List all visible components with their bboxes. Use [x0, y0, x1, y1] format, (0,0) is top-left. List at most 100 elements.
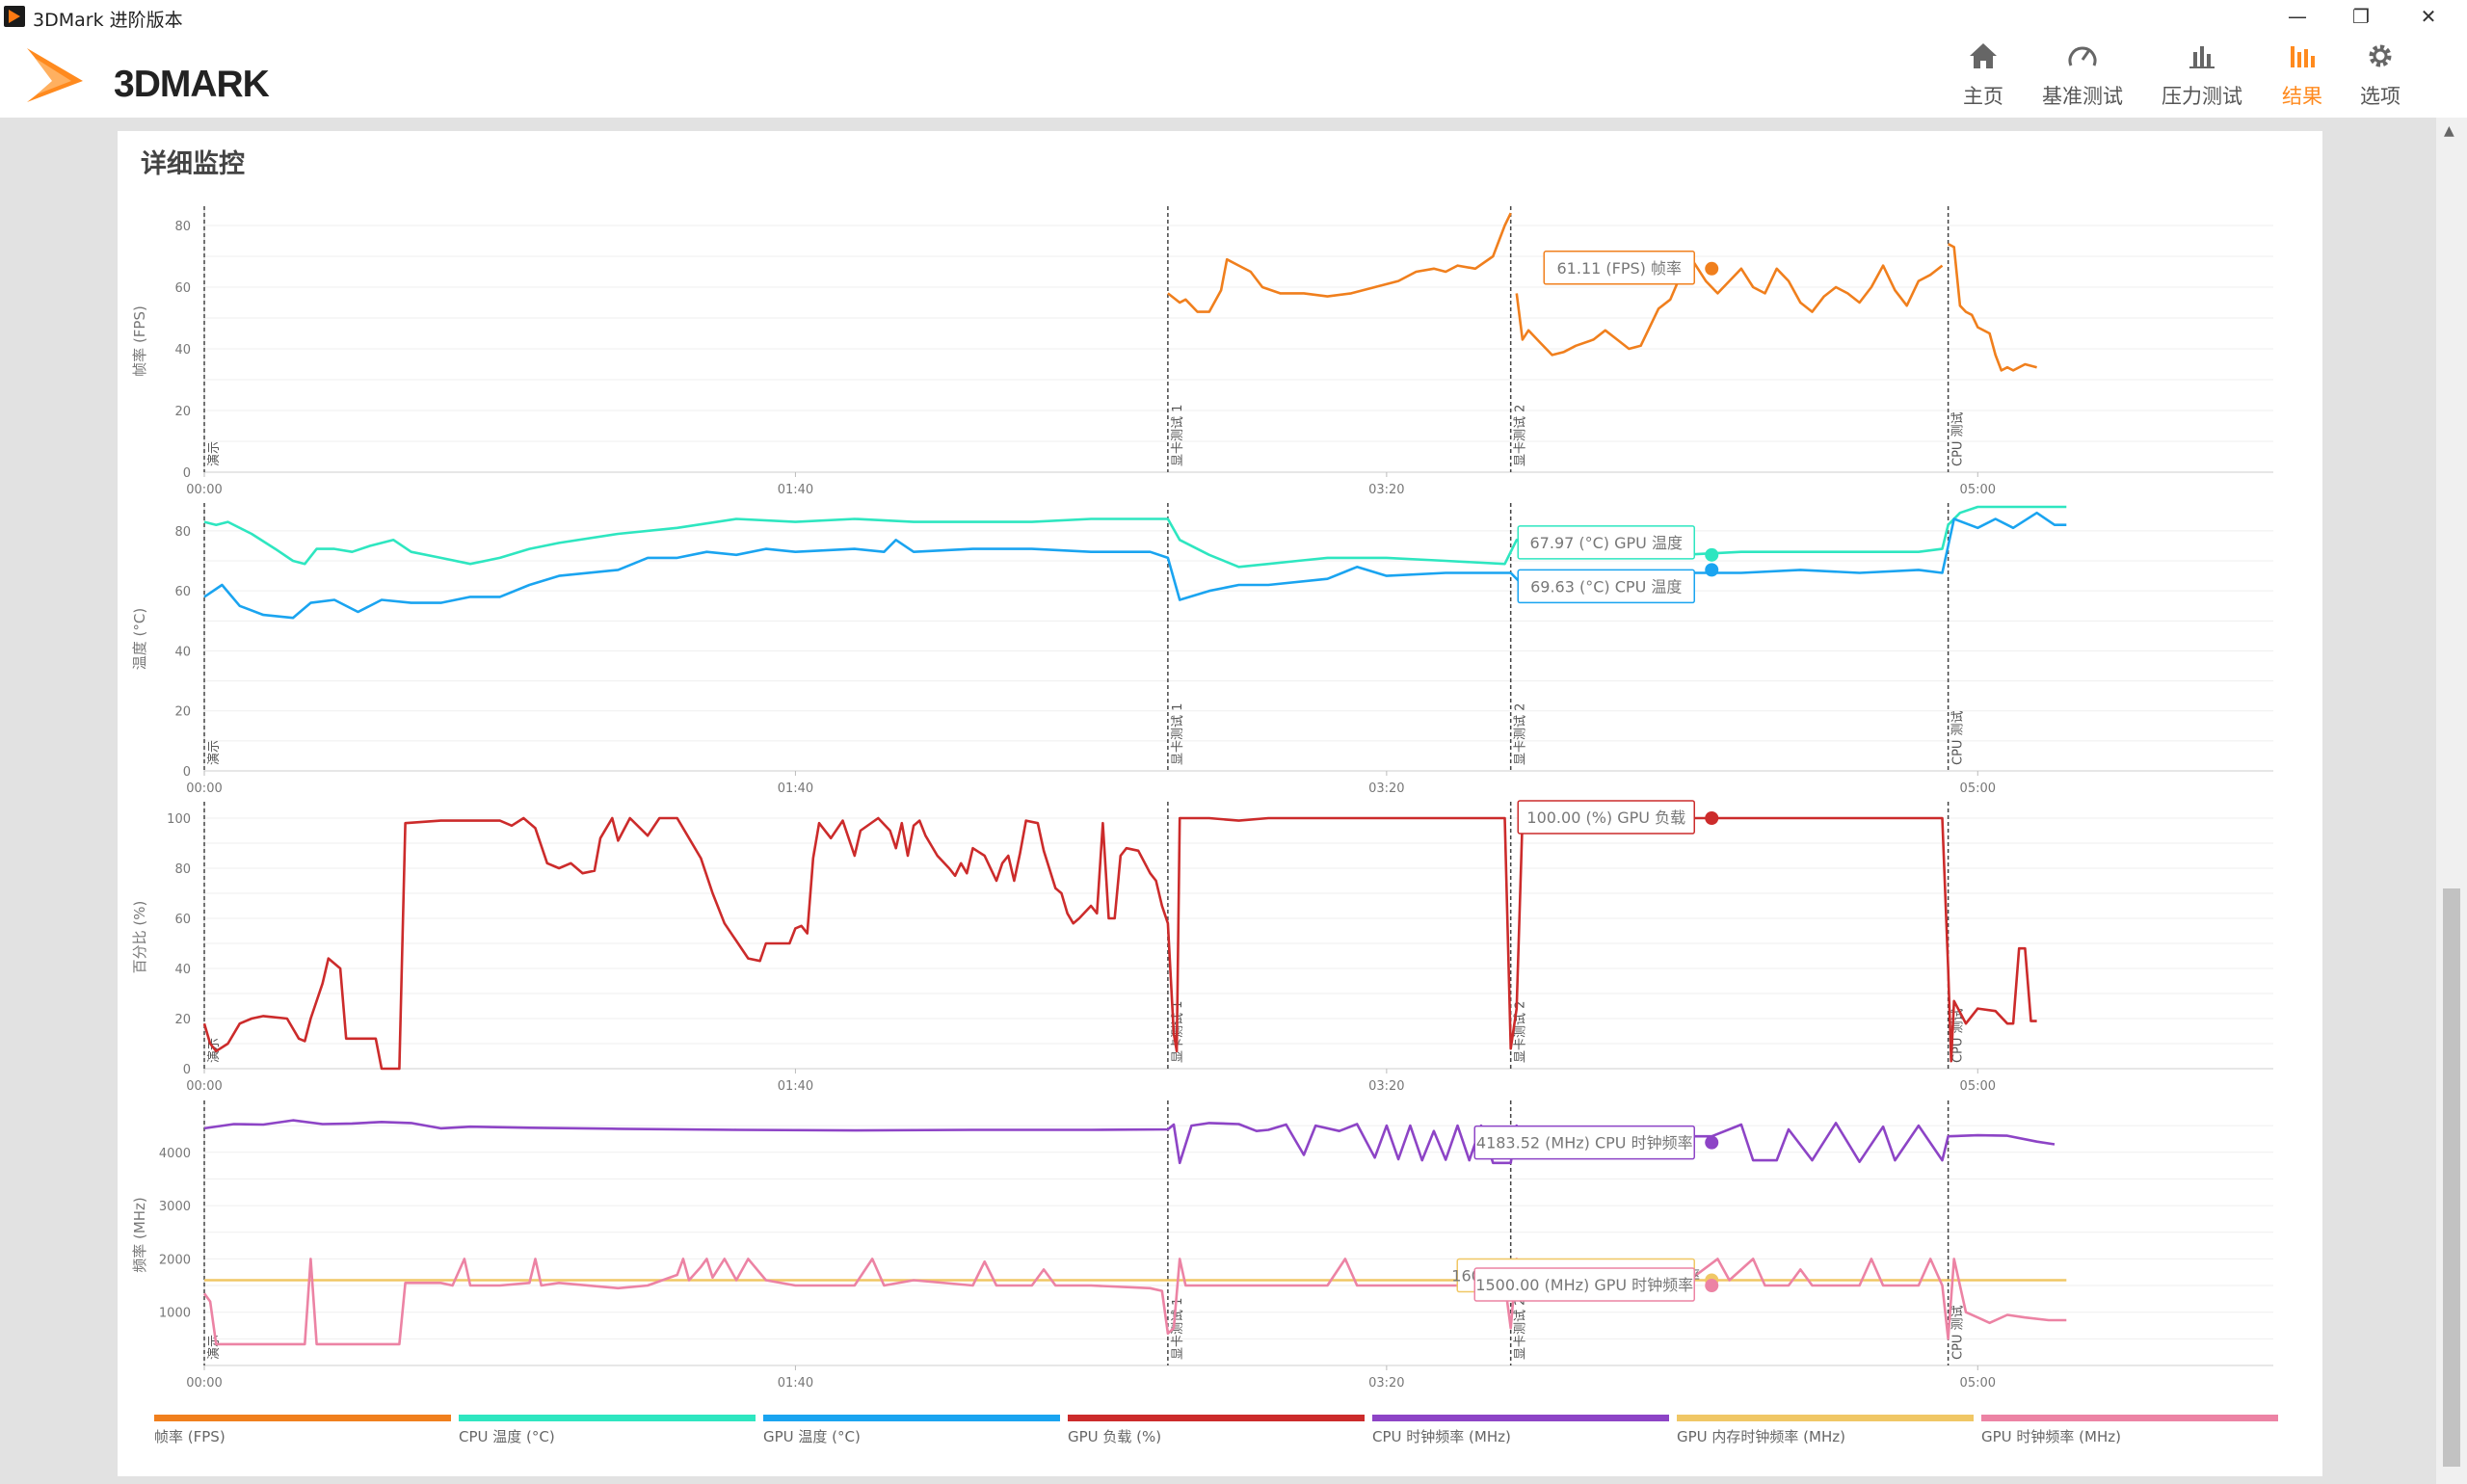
results-icon — [2291, 46, 2315, 67]
y-tick-label: 1000 — [159, 1307, 191, 1321]
value-tooltip — [1517, 525, 1695, 560]
legend-label: GPU 时钟频率 (MHz) — [1981, 1428, 2121, 1445]
window-titlebar: 3DMark 进阶版本 — ❐ ✕ — [0, 0, 2467, 33]
test-marker-label: 显卡测试 2 — [1514, 1001, 1528, 1063]
legend-swatch — [1981, 1415, 2278, 1421]
data-point-marker — [1705, 261, 1719, 276]
x-tick-label: 01:40 — [778, 782, 813, 796]
x-tick-label: 05:00 — [1960, 782, 1996, 796]
legend-label: 帧率 (FPS) — [154, 1428, 225, 1445]
value-tooltip-text: 67.97 (°C) GPU 温度 — [1530, 534, 1683, 552]
data-point-marker — [1705, 1279, 1719, 1293]
panel-title: 详细监控 — [141, 149, 245, 179]
gauge-icon — [2068, 46, 2097, 66]
legend-swatch — [154, 1415, 451, 1421]
3dmark-wing-icon — [27, 48, 83, 102]
gear-icon — [2369, 44, 2392, 67]
test-marker-label: CPU 测试 — [1951, 1008, 1966, 1063]
bar-chart-icon — [2189, 46, 2215, 68]
value-tooltip-text: 69.63 (°C) CPU 温度 — [1530, 577, 1682, 596]
x-tick-label: 03:20 — [1368, 782, 1404, 796]
legend-swatch — [1372, 1415, 1669, 1421]
x-tick-label: 03:20 — [1368, 483, 1404, 497]
monitoring-charts[interactable]: 02040608000:00 01:40 03:20 05:00帧率 (FPS)演示显… — [118, 131, 2322, 1476]
legend-label: CPU 时钟频率 (MHz) — [1372, 1428, 1511, 1445]
y-tick-label: 20 — [174, 405, 191, 419]
x-tick-label: 01:40 — [778, 483, 813, 497]
value-tooltip-text: 100.00 (%) GPU 负载 — [1526, 808, 1685, 827]
y-tick-label: 40 — [174, 645, 191, 659]
vertical-scrollbar[interactable]: ▲ — [2436, 118, 2467, 1484]
nav-options[interactable]: 选项 — [2327, 40, 2433, 114]
y-tick-label: 0 — [183, 466, 191, 481]
close-button[interactable]: ✕ — [2420, 5, 2437, 28]
nav-stress-tests[interactable]: 压力测试 — [2149, 40, 2255, 114]
x-tick-label: 00:00 — [186, 782, 222, 796]
value-tooltip — [1543, 251, 1695, 285]
scroll-up-icon[interactable]: ▲ — [2444, 123, 2454, 139]
data-point-marker — [1705, 1135, 1719, 1150]
x-tick-label: 05:00 — [1960, 483, 1996, 497]
test-marker-label: 演示 — [206, 441, 222, 466]
y-tick-label: 60 — [174, 585, 191, 599]
x-tick-label: 05:00 — [1960, 1079, 1996, 1094]
restore-button[interactable]: ❐ — [2352, 5, 2370, 28]
series-line — [1947, 243, 2037, 372]
series-line — [202, 816, 2037, 1071]
legend-label: GPU 温度 (°C) — [763, 1428, 861, 1445]
y-tick-label: 3000 — [159, 1200, 191, 1214]
value-tooltip — [1473, 1267, 1695, 1302]
test-marker-label: 显卡测试 1 — [1171, 703, 1185, 765]
value-tooltip — [1473, 1125, 1695, 1160]
app-header: 3DMARK 主页 基准测试 压力测试 结果 — [0, 33, 2467, 118]
test-marker-label: CPU 测试 — [1951, 411, 1966, 466]
nav-stress-tests-label: 压力测试 — [2162, 85, 2242, 108]
nav-home[interactable]: 主页 — [1930, 40, 2036, 114]
value-tooltip-text: 1500.00 (MHz) GPU 时钟频率 — [1475, 1276, 1693, 1294]
y-tick-label: 2000 — [159, 1253, 191, 1267]
value-tooltip-text: 4183.52 (MHz) CPU 时钟频率 — [1476, 1134, 1693, 1153]
y-tick-label: 80 — [174, 220, 191, 234]
x-tick-label: 00:00 — [186, 483, 222, 497]
legend-label: GPU 内存时钟频率 (MHz) — [1677, 1428, 1845, 1445]
x-tick-label: 00:00 — [186, 1376, 222, 1391]
nav-benchmarks[interactable]: 基准测试 — [2029, 40, 2135, 114]
home-icon — [1970, 43, 1997, 68]
scrollbar-thumb[interactable] — [2443, 888, 2460, 1467]
legend-swatch — [459, 1415, 756, 1421]
y-tick-label: 100 — [167, 812, 191, 827]
app-logo-icon — [4, 6, 25, 27]
value-tooltip-text: 61.11 (FPS) 帧率 — [1557, 259, 1682, 278]
nav-results[interactable]: 结果 — [2249, 40, 2355, 114]
3dmark-logo: 3DMARK — [25, 42, 324, 110]
y-axis-label: 温度 (°C) — [131, 608, 148, 670]
minimize-button[interactable]: — — [2288, 5, 2307, 28]
legend-label: CPU 温度 (°C) — [459, 1428, 555, 1445]
window-title: 3DMark 进阶版本 — [33, 10, 183, 31]
nav-results-label: 结果 — [2282, 85, 2322, 108]
y-tick-label: 60 — [174, 281, 191, 296]
y-tick-label: 20 — [174, 1013, 191, 1027]
test-marker-label: CPU 测试 — [1951, 1305, 1966, 1360]
test-marker-label: 显卡测试 2 — [1514, 703, 1528, 765]
series-line — [203, 511, 2067, 620]
test-marker-label: 演示 — [206, 740, 222, 765]
y-tick-label: 0 — [183, 1063, 191, 1077]
y-tick-label: 4000 — [159, 1147, 191, 1161]
detailed-monitoring-panel: 详细监控 0 20 40 60 80 00:00 01:40 03:20 05:00 帧率 (FP… — [118, 131, 2322, 1476]
data-point-marker — [1705, 547, 1719, 562]
y-tick-label: 40 — [174, 343, 191, 358]
series-line — [1515, 261, 1944, 357]
y-tick-label: 60 — [174, 913, 191, 927]
test-marker-label: 显卡测试 2 — [1514, 405, 1528, 466]
logo-text: 3DMARK — [114, 64, 270, 105]
x-tick-label: 01:40 — [778, 1079, 813, 1094]
y-tick-label: 20 — [174, 705, 191, 720]
y-axis-label: 百分比 (%) — [131, 901, 148, 974]
x-tick-label: 05:00 — [1960, 1376, 1996, 1391]
legend-swatch — [763, 1415, 1060, 1421]
nav-options-label: 选项 — [2360, 85, 2401, 108]
series-line — [202, 1258, 2067, 1346]
test-marker-label: CPU 测试 — [1951, 710, 1966, 765]
legend-label: GPU 负载 (%) — [1068, 1428, 1161, 1445]
